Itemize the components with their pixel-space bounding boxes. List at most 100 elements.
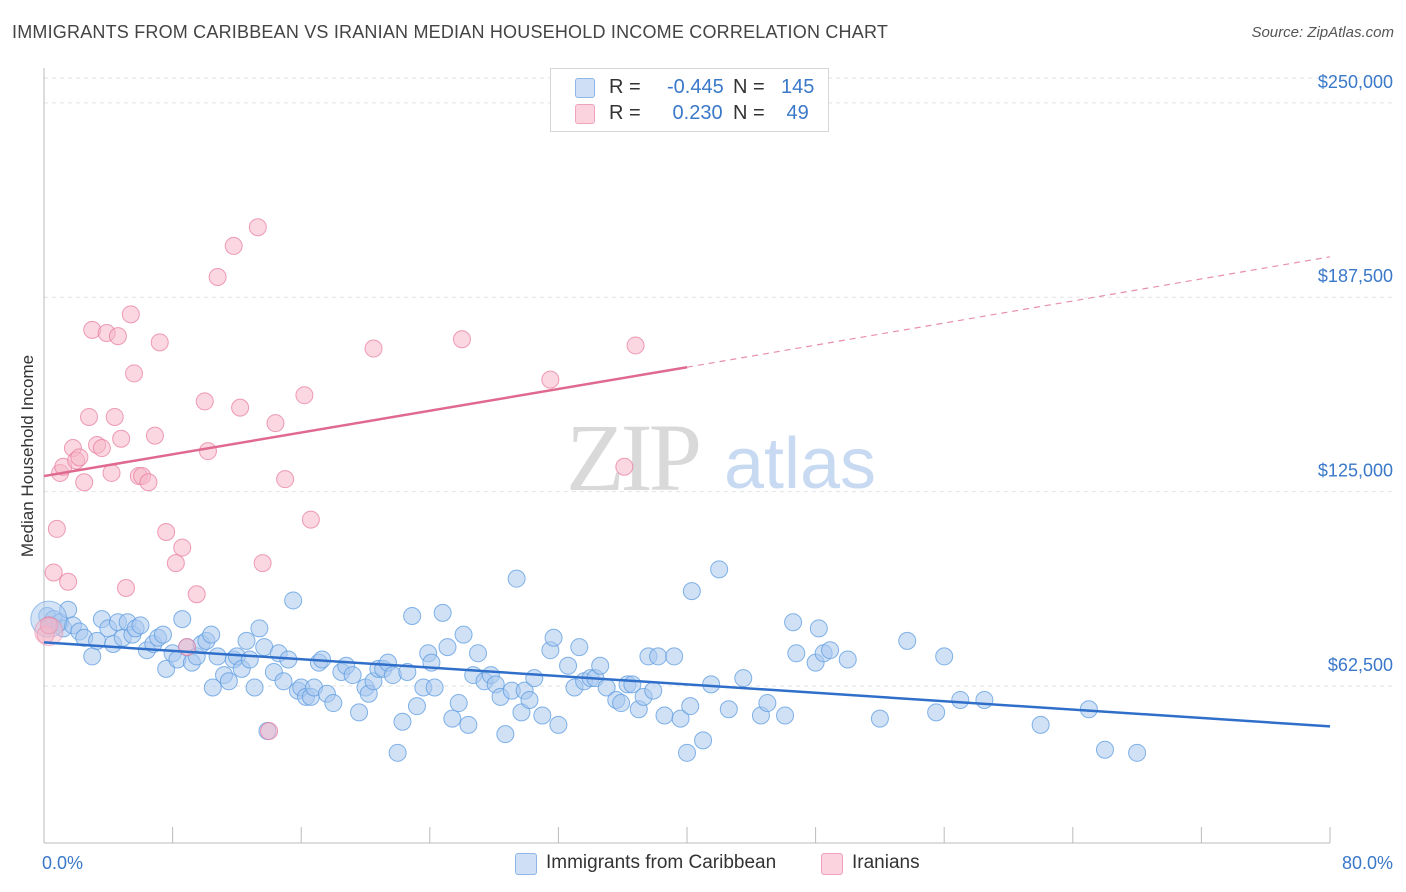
iranians-point	[34, 617, 64, 647]
caribbean-point	[343, 666, 362, 685]
y-tick-label: $187,500	[1318, 266, 1393, 286]
trend-line-iranians-extension	[686, 256, 1331, 368]
caribbean-point	[776, 706, 795, 725]
caribbean-point	[173, 610, 192, 629]
caribbean-point	[237, 631, 256, 650]
chart-title: IMMIGRANTS FROM CARIBBEAN VS IRANIAN MED…	[12, 22, 889, 42]
iranians-point	[70, 448, 89, 467]
iranians-point	[195, 392, 214, 411]
caribbean-point	[131, 616, 150, 635]
caribbean-point	[350, 703, 369, 722]
iranians-point	[150, 333, 169, 352]
caribbean-point	[1031, 715, 1050, 734]
caribbean-point	[245, 678, 264, 697]
caribbean-point	[870, 709, 889, 728]
trend-line-caribbean	[43, 641, 1331, 728]
trend-line-iranians	[43, 365, 688, 478]
iranians-point	[626, 336, 645, 355]
iranians-point	[75, 473, 94, 492]
caribbean-point	[250, 619, 269, 638]
iranians-point	[125, 364, 144, 383]
iranians-point	[208, 268, 227, 287]
caribbean-point	[1095, 740, 1114, 759]
iranians-point	[47, 519, 66, 538]
caribbean-point	[644, 681, 663, 700]
iranians-point	[112, 429, 131, 448]
caribbean-point	[533, 706, 552, 725]
iranians-point	[166, 554, 185, 573]
caribbean-point	[682, 582, 701, 601]
iranians-point	[231, 398, 250, 417]
caribbean-point	[544, 628, 563, 647]
iranians-point	[92, 439, 111, 458]
r-label: R =	[609, 76, 641, 98]
x-tick-label: 80.0%	[1342, 853, 1393, 873]
series-caribbean-points	[30, 560, 1147, 762]
caribbean-point	[719, 700, 738, 719]
iranians-point	[266, 414, 285, 433]
caribbean-point	[549, 715, 568, 734]
iranians-point	[260, 722, 279, 741]
caribbean-point	[809, 619, 828, 638]
caribbean-point	[388, 743, 407, 762]
caribbean-point	[393, 712, 412, 731]
n-label: N =	[733, 102, 765, 124]
caribbean-point	[665, 647, 684, 666]
caribbean-point	[559, 656, 578, 675]
caribbean-point	[787, 644, 806, 663]
caribbean-point	[935, 647, 954, 666]
caribbean-point	[678, 743, 696, 762]
n-label: N =	[733, 76, 765, 98]
x-tick-label: 0.0%	[42, 853, 83, 873]
r-label: R =	[609, 102, 641, 124]
iranians-point	[224, 236, 243, 255]
caribbean-point	[671, 709, 690, 728]
iranians-point	[145, 426, 164, 445]
caribbean-point	[219, 672, 238, 691]
axes	[43, 68, 1331, 844]
trend-lines	[43, 256, 1331, 728]
caribbean-point	[838, 650, 857, 669]
caribbean-point	[433, 603, 452, 622]
n-value: 49	[781, 102, 809, 124]
iranians-point	[121, 305, 140, 324]
x-tick-labels: 0.0% 80.0%	[42, 853, 1393, 873]
legend-swatch-caribbean	[575, 78, 595, 98]
source-label: Source: ZipAtlas.com	[1251, 24, 1394, 41]
caribbean-point	[951, 690, 970, 709]
caribbean-point	[425, 678, 444, 697]
iranians-point	[102, 463, 121, 482]
caribbean-point	[612, 694, 631, 713]
stats-legend: R = -0.445 N = 145 R = 0.230 N = 49	[550, 68, 829, 132]
iranians-point	[541, 370, 560, 389]
caribbean-point	[758, 694, 777, 713]
caribbean-point	[496, 725, 515, 744]
caribbean-point	[655, 706, 674, 725]
caribbean-point	[454, 625, 473, 644]
n-value: 145	[781, 76, 815, 98]
caribbean-point	[459, 715, 478, 734]
caribbean-point	[284, 591, 303, 610]
caribbean-point	[443, 709, 462, 728]
legend-swatch-iranians	[821, 853, 843, 875]
r-value: 0.230	[667, 102, 723, 124]
caribbean-point	[591, 656, 610, 675]
iranians-point	[187, 585, 206, 604]
iranians-point	[108, 327, 127, 346]
watermark-zip: ZIP	[566, 404, 699, 511]
caribbean-point	[520, 690, 539, 709]
legend-label-iranians: Iranians	[852, 852, 920, 873]
legend-swatch-caribbean	[515, 853, 537, 875]
y-axis-label: Median Household Income	[18, 355, 37, 557]
iranians-point	[253, 554, 272, 573]
legend-label-caribbean: Immigrants from Caribbean	[546, 852, 777, 873]
caribbean-point	[274, 672, 293, 691]
iranians-point	[276, 470, 295, 489]
caribbean-point	[469, 644, 488, 663]
watermark: ZIP atlas	[566, 404, 876, 511]
caribbean-point	[507, 569, 526, 588]
caribbean-point	[438, 638, 457, 657]
caribbean-point	[734, 669, 753, 688]
iranians-point	[198, 442, 217, 461]
caribbean-point	[398, 662, 417, 681]
